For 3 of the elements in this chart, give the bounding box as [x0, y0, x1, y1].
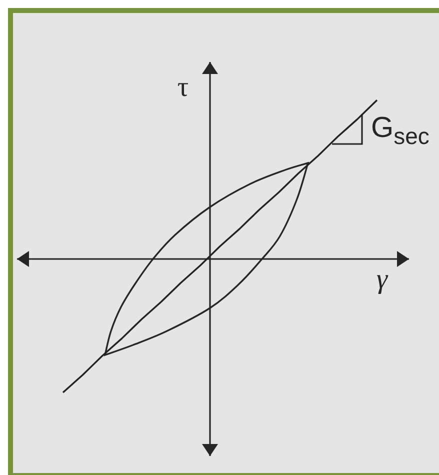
x-axis-title: γ	[376, 264, 388, 295]
y-axis-title: τ	[177, 72, 189, 103]
annotation: G$_{sec}$	[371, 112, 430, 149]
